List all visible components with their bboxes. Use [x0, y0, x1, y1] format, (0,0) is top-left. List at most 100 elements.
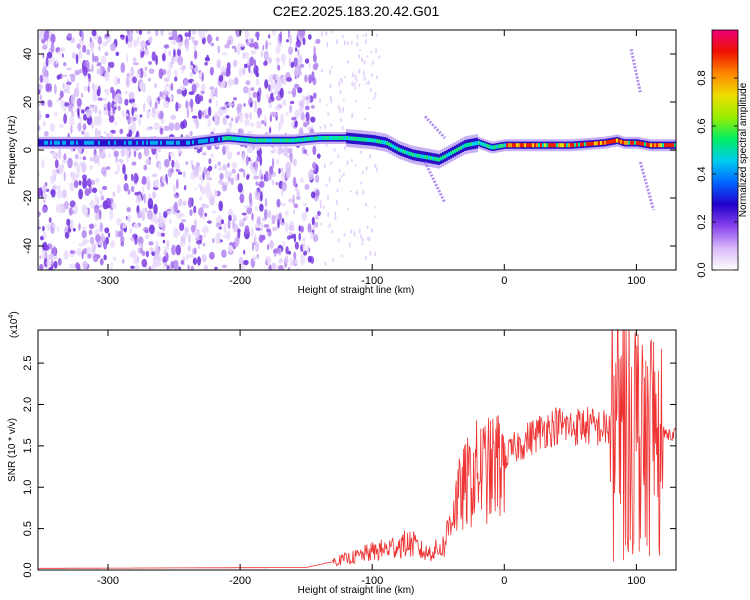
- ridge-core: [170, 140, 172, 145]
- noise-blob: [91, 64, 94, 73]
- ridge-core: [140, 140, 142, 145]
- noise-blob: [137, 34, 140, 45]
- ridge-core: [174, 140, 176, 145]
- noise-blob: [123, 149, 130, 155]
- ridge-core: [510, 143, 512, 148]
- ridge-core: [238, 137, 240, 141]
- noise-blob: [128, 91, 135, 100]
- ridge-core: [518, 143, 520, 148]
- noise-blob: [97, 36, 103, 45]
- noise-blob: [99, 258, 104, 266]
- noise-blob: [308, 74, 312, 84]
- noise-blob: [149, 248, 152, 253]
- ridge-core: [228, 136, 230, 141]
- noise-blob: [288, 46, 293, 55]
- noise-blob: [178, 198, 183, 207]
- noise-blob: [327, 211, 330, 218]
- noise-blob: [295, 47, 298, 52]
- noise-blob: [341, 35, 344, 39]
- noise-blob: [232, 59, 238, 68]
- noise-blob: [164, 246, 170, 251]
- noise-blob: [163, 77, 170, 83]
- ridge-core: [102, 140, 104, 145]
- noise-blob: [347, 60, 350, 64]
- noise-blob: [148, 224, 155, 235]
- ridge-core: [366, 137, 368, 142]
- noise-blob: [249, 112, 252, 120]
- noise-blob: [120, 236, 125, 244]
- noise-blob: [206, 34, 213, 44]
- noise-blob: [320, 68, 323, 73]
- noise-blob: [43, 193, 47, 201]
- noise-blob: [375, 33, 378, 38]
- noise-blob: [306, 244, 310, 255]
- noise-blob: [255, 31, 260, 38]
- noise-blob: [89, 236, 95, 245]
- noise-blob: [256, 155, 261, 162]
- noise-blob: [367, 236, 369, 241]
- noise-blob: [237, 112, 244, 117]
- ridge-core: [88, 140, 90, 145]
- noise-blob: [117, 163, 120, 174]
- noise-blob: [159, 127, 164, 135]
- ridge-core: [416, 153, 418, 158]
- ridge-core: [134, 140, 136, 145]
- noise-blob: [244, 118, 250, 127]
- noise-blob: [130, 30, 133, 37]
- noise-blob: [306, 153, 309, 157]
- x-tick-label: -300: [97, 575, 119, 587]
- noise-blob: [154, 248, 160, 256]
- noise-blob: [230, 177, 234, 186]
- noise-blob: [361, 57, 364, 63]
- noise-blob: [120, 62, 126, 73]
- noise-blob: [42, 44, 48, 50]
- noise-blob: [94, 127, 98, 138]
- ridge-core: [550, 143, 552, 148]
- noise-blob: [143, 147, 150, 157]
- noise-blob: [126, 207, 131, 213]
- noise-blob: [61, 53, 64, 58]
- ridge-core: [388, 142, 390, 147]
- noise-blob: [311, 71, 315, 82]
- ridge-core: [162, 140, 164, 145]
- ridge-core: [236, 136, 238, 141]
- noise-blob: [199, 208, 204, 218]
- ridge-core: [626, 140, 628, 145]
- ridge-core: [630, 140, 632, 145]
- noise-blob: [243, 103, 246, 107]
- noise-blob: [82, 260, 88, 269]
- ridge-core: [284, 138, 286, 143]
- noise-blob: [39, 255, 42, 260]
- noise-blob: [256, 91, 259, 97]
- ridge-core: [564, 143, 566, 148]
- noise-blob: [325, 183, 328, 188]
- ridge-core: [328, 136, 330, 140]
- ridge-core: [166, 140, 168, 145]
- noise-blob: [106, 88, 110, 96]
- noise-blob: [65, 84, 71, 91]
- noise-blob: [42, 120, 47, 127]
- ridge-core: [558, 143, 560, 148]
- noise-blob: [120, 148, 126, 158]
- noise-blob: [225, 230, 231, 240]
- ridge-core: [90, 140, 92, 145]
- colorbar-tick-label: 0.4: [696, 166, 708, 181]
- ridge-core: [338, 136, 340, 140]
- ridge-core: [56, 140, 58, 145]
- ridge-core: [502, 143, 504, 148]
- ridge-core: [210, 138, 212, 142]
- noise-blob: [64, 201, 69, 210]
- noise-blob: [214, 111, 219, 123]
- ridge-core: [602, 140, 604, 145]
- noise-blob: [214, 164, 217, 169]
- noise-blob: [202, 215, 205, 220]
- noise-blob: [194, 187, 197, 191]
- noise-blob: [274, 106, 281, 111]
- noise-blob: [227, 39, 232, 45]
- noise-blob: [191, 115, 198, 119]
- noise-blob: [239, 115, 244, 124]
- noise-blob: [233, 77, 239, 85]
- ridge-core: [656, 143, 658, 148]
- ridge-core: [326, 136, 328, 140]
- noise-blob: [260, 191, 263, 202]
